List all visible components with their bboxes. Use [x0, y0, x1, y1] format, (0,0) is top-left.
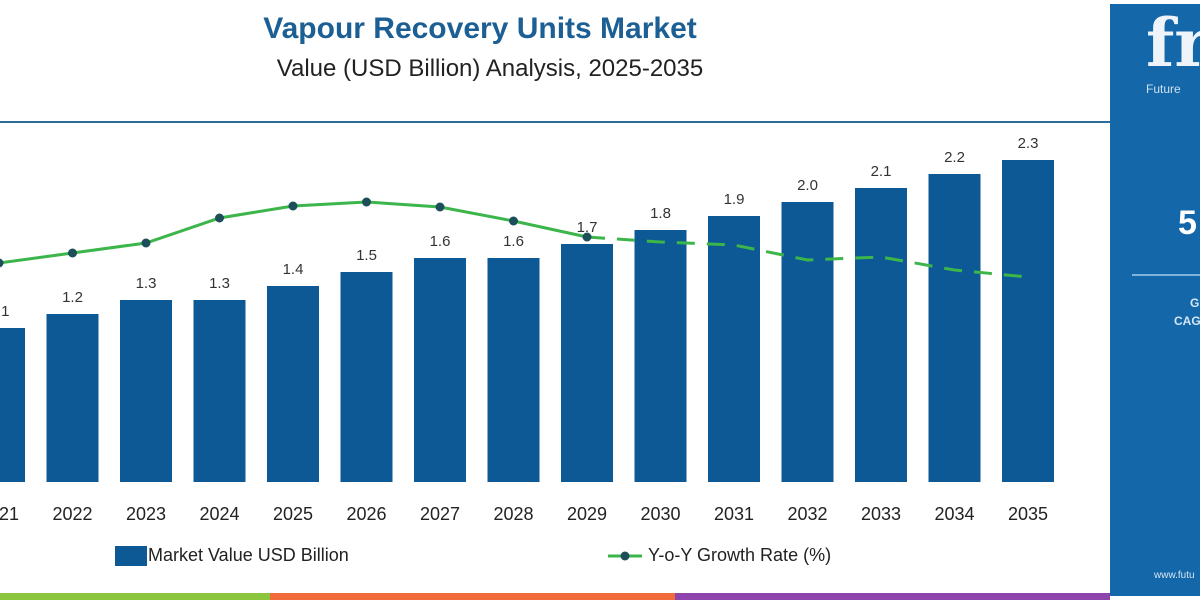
- growth-line-forecast: [586, 235, 1029, 279]
- bar-2025: [267, 286, 319, 482]
- bar-value-label: 1.5: [356, 247, 377, 264]
- divider: [0, 121, 1110, 123]
- bar-value-label: 1.3: [209, 275, 230, 292]
- legend-label-line: Y-o-Y Growth Rate (%): [648, 545, 832, 565]
- growth-point-2022: [68, 248, 77, 258]
- bar-2027: [414, 258, 466, 482]
- bar-value-label: 1.8: [650, 205, 671, 222]
- legend-label-bars: Market Value USD Billion: [148, 545, 349, 565]
- x-tick-label: 2031: [714, 504, 754, 524]
- bar-2021: [0, 328, 25, 482]
- headline-value: 5: [1178, 204, 1197, 242]
- bar-value-label: 2.3: [1018, 135, 1039, 152]
- chart-subtitle: Value (USD Billion) Analysis, 2025-2035: [276, 55, 704, 82]
- website-link[interactable]: www.futu: [1154, 570, 1195, 581]
- bar-2029: [561, 244, 613, 482]
- bar-2031: [708, 216, 760, 482]
- growth-point-2025: [288, 201, 298, 211]
- bar-value-label: 1.6: [430, 233, 451, 250]
- bar-2026: [340, 272, 393, 482]
- bar-2034: [928, 174, 981, 482]
- bar-value-label: 1.3: [136, 275, 157, 292]
- chart-title: Vapour Recovery Units Market: [263, 12, 697, 45]
- bar-2023: [120, 300, 172, 482]
- bar-value-label: 2.2: [944, 149, 965, 166]
- bar-2028: [487, 258, 540, 482]
- panel-label: Gl: [1190, 296, 1200, 310]
- color-strip-orange: [270, 593, 675, 600]
- growth-point-2027: [435, 202, 445, 212]
- growth-point-2028: [509, 216, 518, 226]
- x-tick-label: 2024: [199, 504, 239, 524]
- bar-2030: [634, 230, 687, 482]
- growth-point-2024: [215, 213, 224, 223]
- brand-logo-subtext: Future: [1146, 82, 1181, 96]
- x-tick-label: 2034: [934, 504, 974, 524]
- panel-divider: [1132, 274, 1200, 276]
- x-tick-label: 2027: [420, 504, 460, 524]
- bar-value-label: 1.9: [724, 191, 745, 208]
- x-tick-label: 2021: [0, 504, 19, 524]
- brand-logo: fr: [1146, 4, 1200, 82]
- x-tick-label: 2032: [787, 504, 827, 524]
- color-strip-green: [0, 593, 270, 600]
- bar-value-label: 2.1: [871, 163, 892, 180]
- bar-value-label: 1.4: [283, 261, 304, 278]
- bar-2022: [46, 314, 99, 482]
- bar-2032: [781, 202, 834, 482]
- bar-value-label: 1.1: [0, 303, 9, 320]
- x-tick-label: 2029: [567, 504, 607, 524]
- growth-point-2023: [141, 238, 151, 248]
- bar-value-label: 1.6: [503, 233, 524, 250]
- color-strip-purple: [675, 593, 1110, 600]
- growth-point-2021: [0, 258, 4, 268]
- growth-point-2029: [582, 232, 592, 242]
- bar-2033: [855, 188, 907, 482]
- bar-2035: [1002, 160, 1054, 482]
- bar-value-label: 1.2: [62, 289, 83, 306]
- growth-line-actual: [0, 200, 588, 265]
- bar-2024: [193, 300, 246, 482]
- x-tick-label: 2022: [52, 504, 92, 524]
- bar-value-label: 2.0: [797, 177, 818, 194]
- growth-point-2026: [362, 197, 371, 207]
- legend-swatch-marker: [620, 551, 630, 561]
- bar-value-label: 1.7: [577, 219, 598, 236]
- x-tick-label: 2030: [640, 504, 680, 524]
- side-panel: fr Future 5 Gl CAG www.futu: [1110, 4, 1200, 596]
- x-tick-label: 2028: [493, 504, 533, 524]
- x-tick-label: 2025: [273, 504, 313, 524]
- x-tick-label: 2026: [346, 504, 386, 524]
- panel-cagr-label: CAG: [1174, 314, 1200, 328]
- legend-swatch-bars: [115, 546, 147, 566]
- x-tick-label: 2033: [861, 504, 901, 524]
- chart: 1.1 2021 1.2 2022 1.3 2023 1.3 2024 1.4 2025 1.5 20…: [0, 135, 1054, 566]
- x-tick-label: 2035: [1008, 504, 1048, 524]
- x-tick-label: 2023: [126, 504, 166, 524]
